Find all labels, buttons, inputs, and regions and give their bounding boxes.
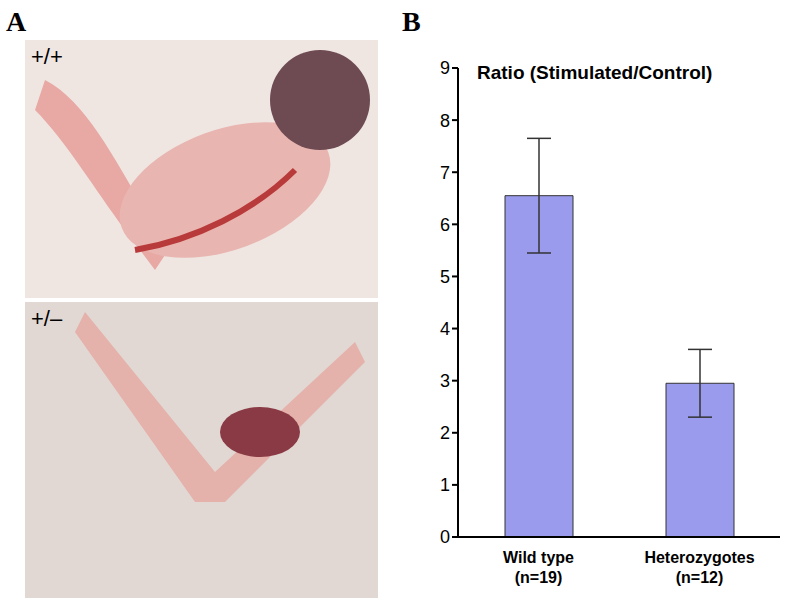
svg-text:2: 2 xyxy=(440,423,450,443)
html-text:Ratio (Stimulated/Control): Ratio (Stimulated/Control) xyxy=(477,62,713,83)
svg-text:Heterozygotes: Heterozygotes xyxy=(644,549,754,566)
html-text:B: B xyxy=(402,6,421,37)
svg-text:8: 8 xyxy=(440,111,450,131)
svg-text:5: 5 xyxy=(440,267,450,287)
svg-text:9: 9 xyxy=(440,58,450,78)
svg-text:(n=12): (n=12) xyxy=(676,569,724,586)
svg-text:4: 4 xyxy=(440,319,450,339)
svg-text:6: 6 xyxy=(440,215,450,235)
svg-text:1: 1 xyxy=(440,475,450,495)
svg-text:Wild type: Wild type xyxy=(503,549,574,566)
svg-text:0: 0 xyxy=(440,527,450,547)
svg-text:3: 3 xyxy=(440,371,450,391)
html-text:A: A xyxy=(6,6,27,37)
svg-text:(n=19): (n=19) xyxy=(515,569,563,586)
svg-text:7: 7 xyxy=(440,163,450,183)
